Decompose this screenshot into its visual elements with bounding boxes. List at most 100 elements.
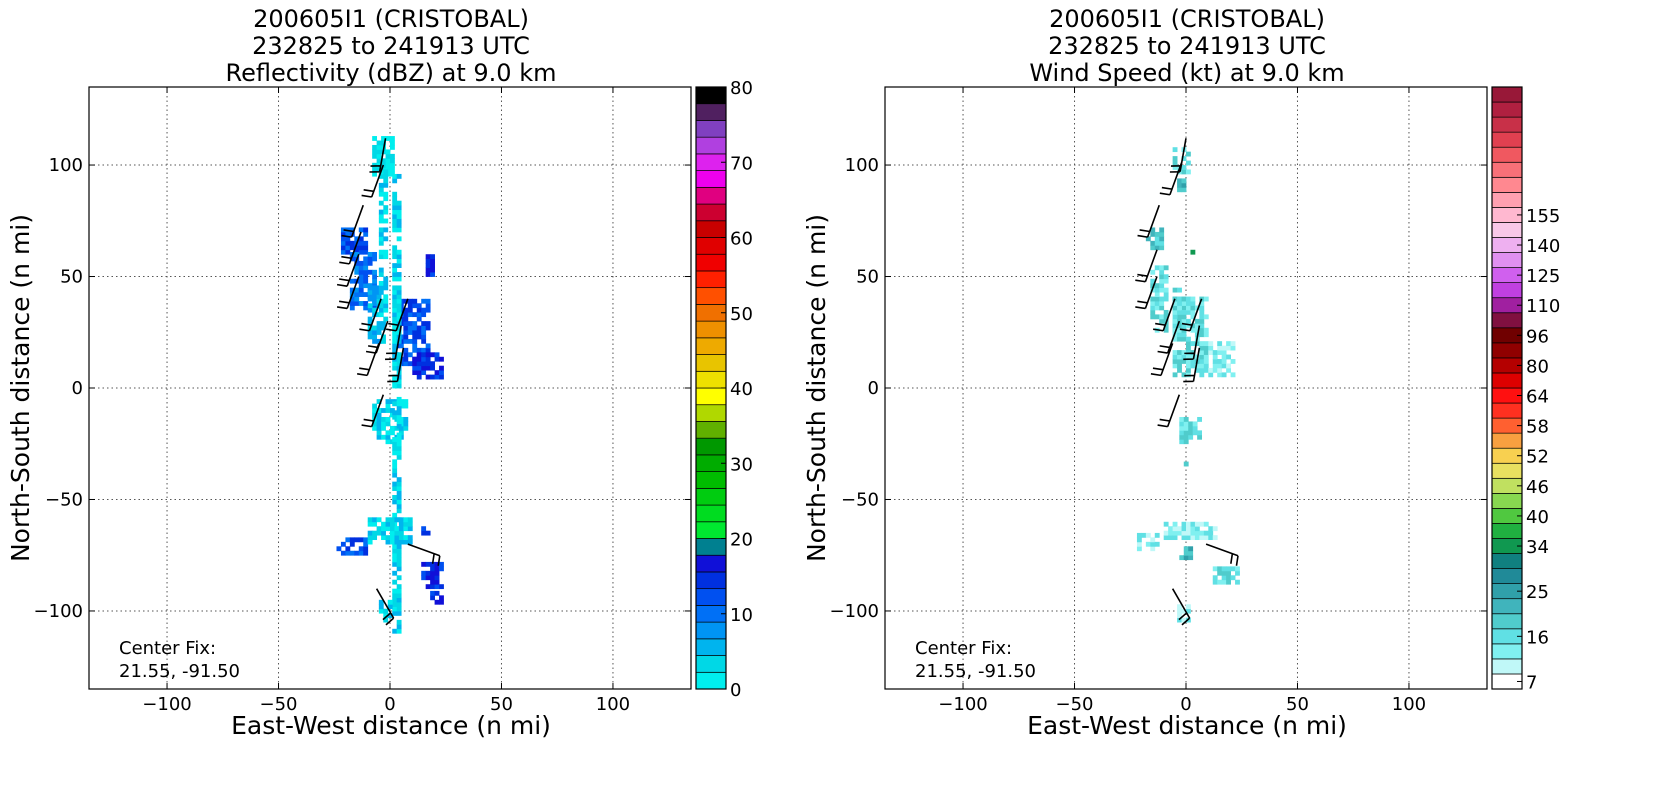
wind-barb xyxy=(336,253,360,287)
echo-pixel xyxy=(1163,296,1169,302)
echo-pixel xyxy=(1163,314,1169,320)
echo-pixel xyxy=(425,361,431,367)
echo-pixel xyxy=(1183,461,1189,467)
wind-barb xyxy=(1171,588,1191,626)
echo-pixel xyxy=(1183,430,1189,436)
echo-pixel xyxy=(1186,323,1191,329)
echo-pixel xyxy=(381,325,386,331)
echo-pixel xyxy=(1150,305,1156,311)
wind-barb xyxy=(1157,394,1181,428)
wind-barb xyxy=(339,231,362,265)
echo-pixel xyxy=(425,584,431,590)
echo-pixel xyxy=(1181,332,1187,338)
echo-pixel xyxy=(1194,535,1200,541)
echo-pixel xyxy=(1212,367,1218,373)
echo-pixel xyxy=(1194,341,1200,347)
echo-pixel xyxy=(1192,421,1198,427)
echo-pixel xyxy=(1177,187,1182,193)
echo-pixel xyxy=(392,218,398,224)
colorbar: 0 10 20 30 40 50 60 70 80 xyxy=(695,78,753,701)
echo-pixel xyxy=(372,136,378,141)
echo-pixel xyxy=(392,628,398,634)
wind-barb xyxy=(341,204,364,238)
echo-pixel xyxy=(396,289,402,295)
echo-pixel xyxy=(396,619,402,625)
echo-pixel xyxy=(372,334,378,340)
echo-pixel xyxy=(1145,532,1151,538)
echo-pixel xyxy=(1168,530,1174,536)
echo-pixel xyxy=(396,445,402,451)
echo-pixel xyxy=(1199,318,1205,324)
echo-pixel xyxy=(358,292,364,297)
echo-pixel xyxy=(1154,296,1160,302)
echo-pixel xyxy=(367,294,373,300)
echo-pixel xyxy=(363,249,369,255)
echo-pixel xyxy=(396,307,402,313)
echo-pixel xyxy=(1183,434,1189,440)
colorbar-band xyxy=(695,287,727,305)
echo-pixel xyxy=(358,240,364,246)
echo-pixel xyxy=(358,249,364,255)
echo-pixel xyxy=(383,285,389,291)
wind-barb xyxy=(1135,276,1158,310)
echo-pixel xyxy=(430,272,435,277)
echo-pixel xyxy=(396,223,402,228)
echo-pixel xyxy=(392,593,398,598)
echo-pixel xyxy=(396,205,402,211)
echo-pixel xyxy=(1230,341,1236,347)
colorbar-band xyxy=(695,387,727,406)
echo-pixel xyxy=(383,227,389,233)
echo-pixel xyxy=(345,245,351,251)
echo-pixel xyxy=(421,361,427,367)
echo-pixel xyxy=(1186,526,1191,532)
echo-pixel xyxy=(403,403,409,409)
echo-pixel xyxy=(1172,363,1178,369)
echo-pixel xyxy=(1186,296,1191,302)
echo-pixel xyxy=(363,305,369,311)
echo-pixel xyxy=(425,325,431,331)
echo-pixel xyxy=(1159,301,1165,306)
echo-pixel xyxy=(345,537,351,543)
echo-pixel xyxy=(376,325,382,331)
echo-pixel xyxy=(1177,332,1182,338)
echo-pixel xyxy=(392,249,398,255)
echo-pixel xyxy=(1172,147,1178,153)
echo-pixel xyxy=(385,421,391,427)
colorbar-band xyxy=(1491,658,1523,675)
echo-pixel xyxy=(376,430,382,436)
echo-pixel xyxy=(358,245,364,251)
echo-pixel xyxy=(385,408,391,413)
echo-pixel xyxy=(1190,530,1196,536)
echo-pixel xyxy=(1203,341,1209,347)
echo-pixel xyxy=(363,278,369,284)
echo-pixel xyxy=(1199,363,1205,369)
echo-pixel xyxy=(439,595,444,601)
center-fix-annotation: 21.55, -91.50 xyxy=(119,661,240,682)
echo-pixel xyxy=(383,236,389,242)
echo-pixel xyxy=(1159,278,1165,284)
echo-pixel xyxy=(398,517,404,523)
echo-pixel xyxy=(1199,367,1205,373)
colorbar-band xyxy=(695,538,727,556)
echo-pixel xyxy=(392,463,398,469)
echo-pixel xyxy=(385,539,391,545)
echo-pixel xyxy=(396,263,402,268)
echo-pixel xyxy=(396,276,402,282)
echo-pixel xyxy=(376,321,382,326)
colorbar-tick-label: 80 xyxy=(1526,356,1549,377)
echo-pixel xyxy=(398,343,404,349)
echo-pixel xyxy=(378,236,384,242)
echo-pixel xyxy=(1181,521,1187,527)
echo-pixel xyxy=(378,289,384,295)
echo-pixel xyxy=(385,535,391,541)
echo-pixel xyxy=(1159,245,1165,251)
echo-pixel xyxy=(392,245,398,251)
echo-pixel xyxy=(421,338,427,344)
echo-pixel xyxy=(1181,372,1187,378)
echo-pixel xyxy=(403,535,409,541)
echo-pixel xyxy=(1181,359,1187,364)
echo-pixel xyxy=(1183,425,1189,431)
echo-pixel xyxy=(363,283,369,289)
echo-pixel xyxy=(349,301,355,306)
echo-pixel xyxy=(416,330,422,335)
